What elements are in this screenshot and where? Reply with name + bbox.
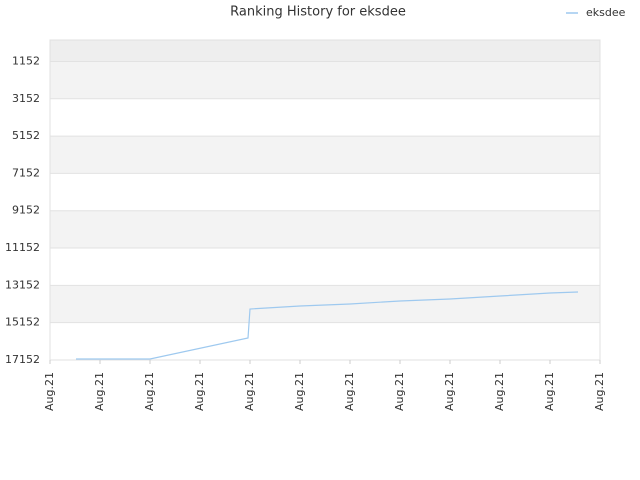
plot-band xyxy=(50,136,600,174)
y-tick-label: 13152 xyxy=(5,278,40,291)
y-tick-label: 3152 xyxy=(12,92,40,105)
y-tick-label: 1152 xyxy=(12,54,40,67)
plot-band xyxy=(50,322,600,360)
x-tick-label: Aug.21 xyxy=(493,372,506,411)
plot-band xyxy=(50,98,600,137)
plot-band xyxy=(50,210,600,249)
x-tick-label: Aug.21 xyxy=(593,372,606,411)
x-tick-label: Aug.21 xyxy=(143,372,156,411)
x-tick-label: Aug.21 xyxy=(243,372,256,411)
y-tick-label: 15152 xyxy=(5,316,40,329)
plot-band xyxy=(50,40,600,62)
y-tick-label: 7152 xyxy=(12,166,40,179)
plot-band xyxy=(50,285,600,323)
plot-band xyxy=(50,61,600,99)
x-tick-label: Aug.21 xyxy=(293,372,306,411)
x-tick-label: Aug.21 xyxy=(393,372,406,411)
chart-title: Ranking History for eksdee xyxy=(230,5,406,20)
x-tick-label: Aug.21 xyxy=(443,372,456,411)
x-tick-label: Aug.21 xyxy=(343,372,356,411)
x-tick-label: Aug.21 xyxy=(543,372,556,411)
x-tick-label: Aug.21 xyxy=(193,372,206,411)
x-tick-label: Aug.21 xyxy=(93,372,106,411)
y-tick-label: 11152 xyxy=(5,241,40,254)
y-tick-label: 17152 xyxy=(5,353,40,366)
y-tick-label: 9152 xyxy=(12,204,40,217)
plot-band xyxy=(50,248,600,286)
plot-band xyxy=(50,173,600,211)
y-tick-label: 5152 xyxy=(12,129,40,142)
legend-label: eksdee xyxy=(586,6,626,19)
line xyxy=(76,291,579,360)
x-tick-label: Aug.21 xyxy=(43,372,56,411)
